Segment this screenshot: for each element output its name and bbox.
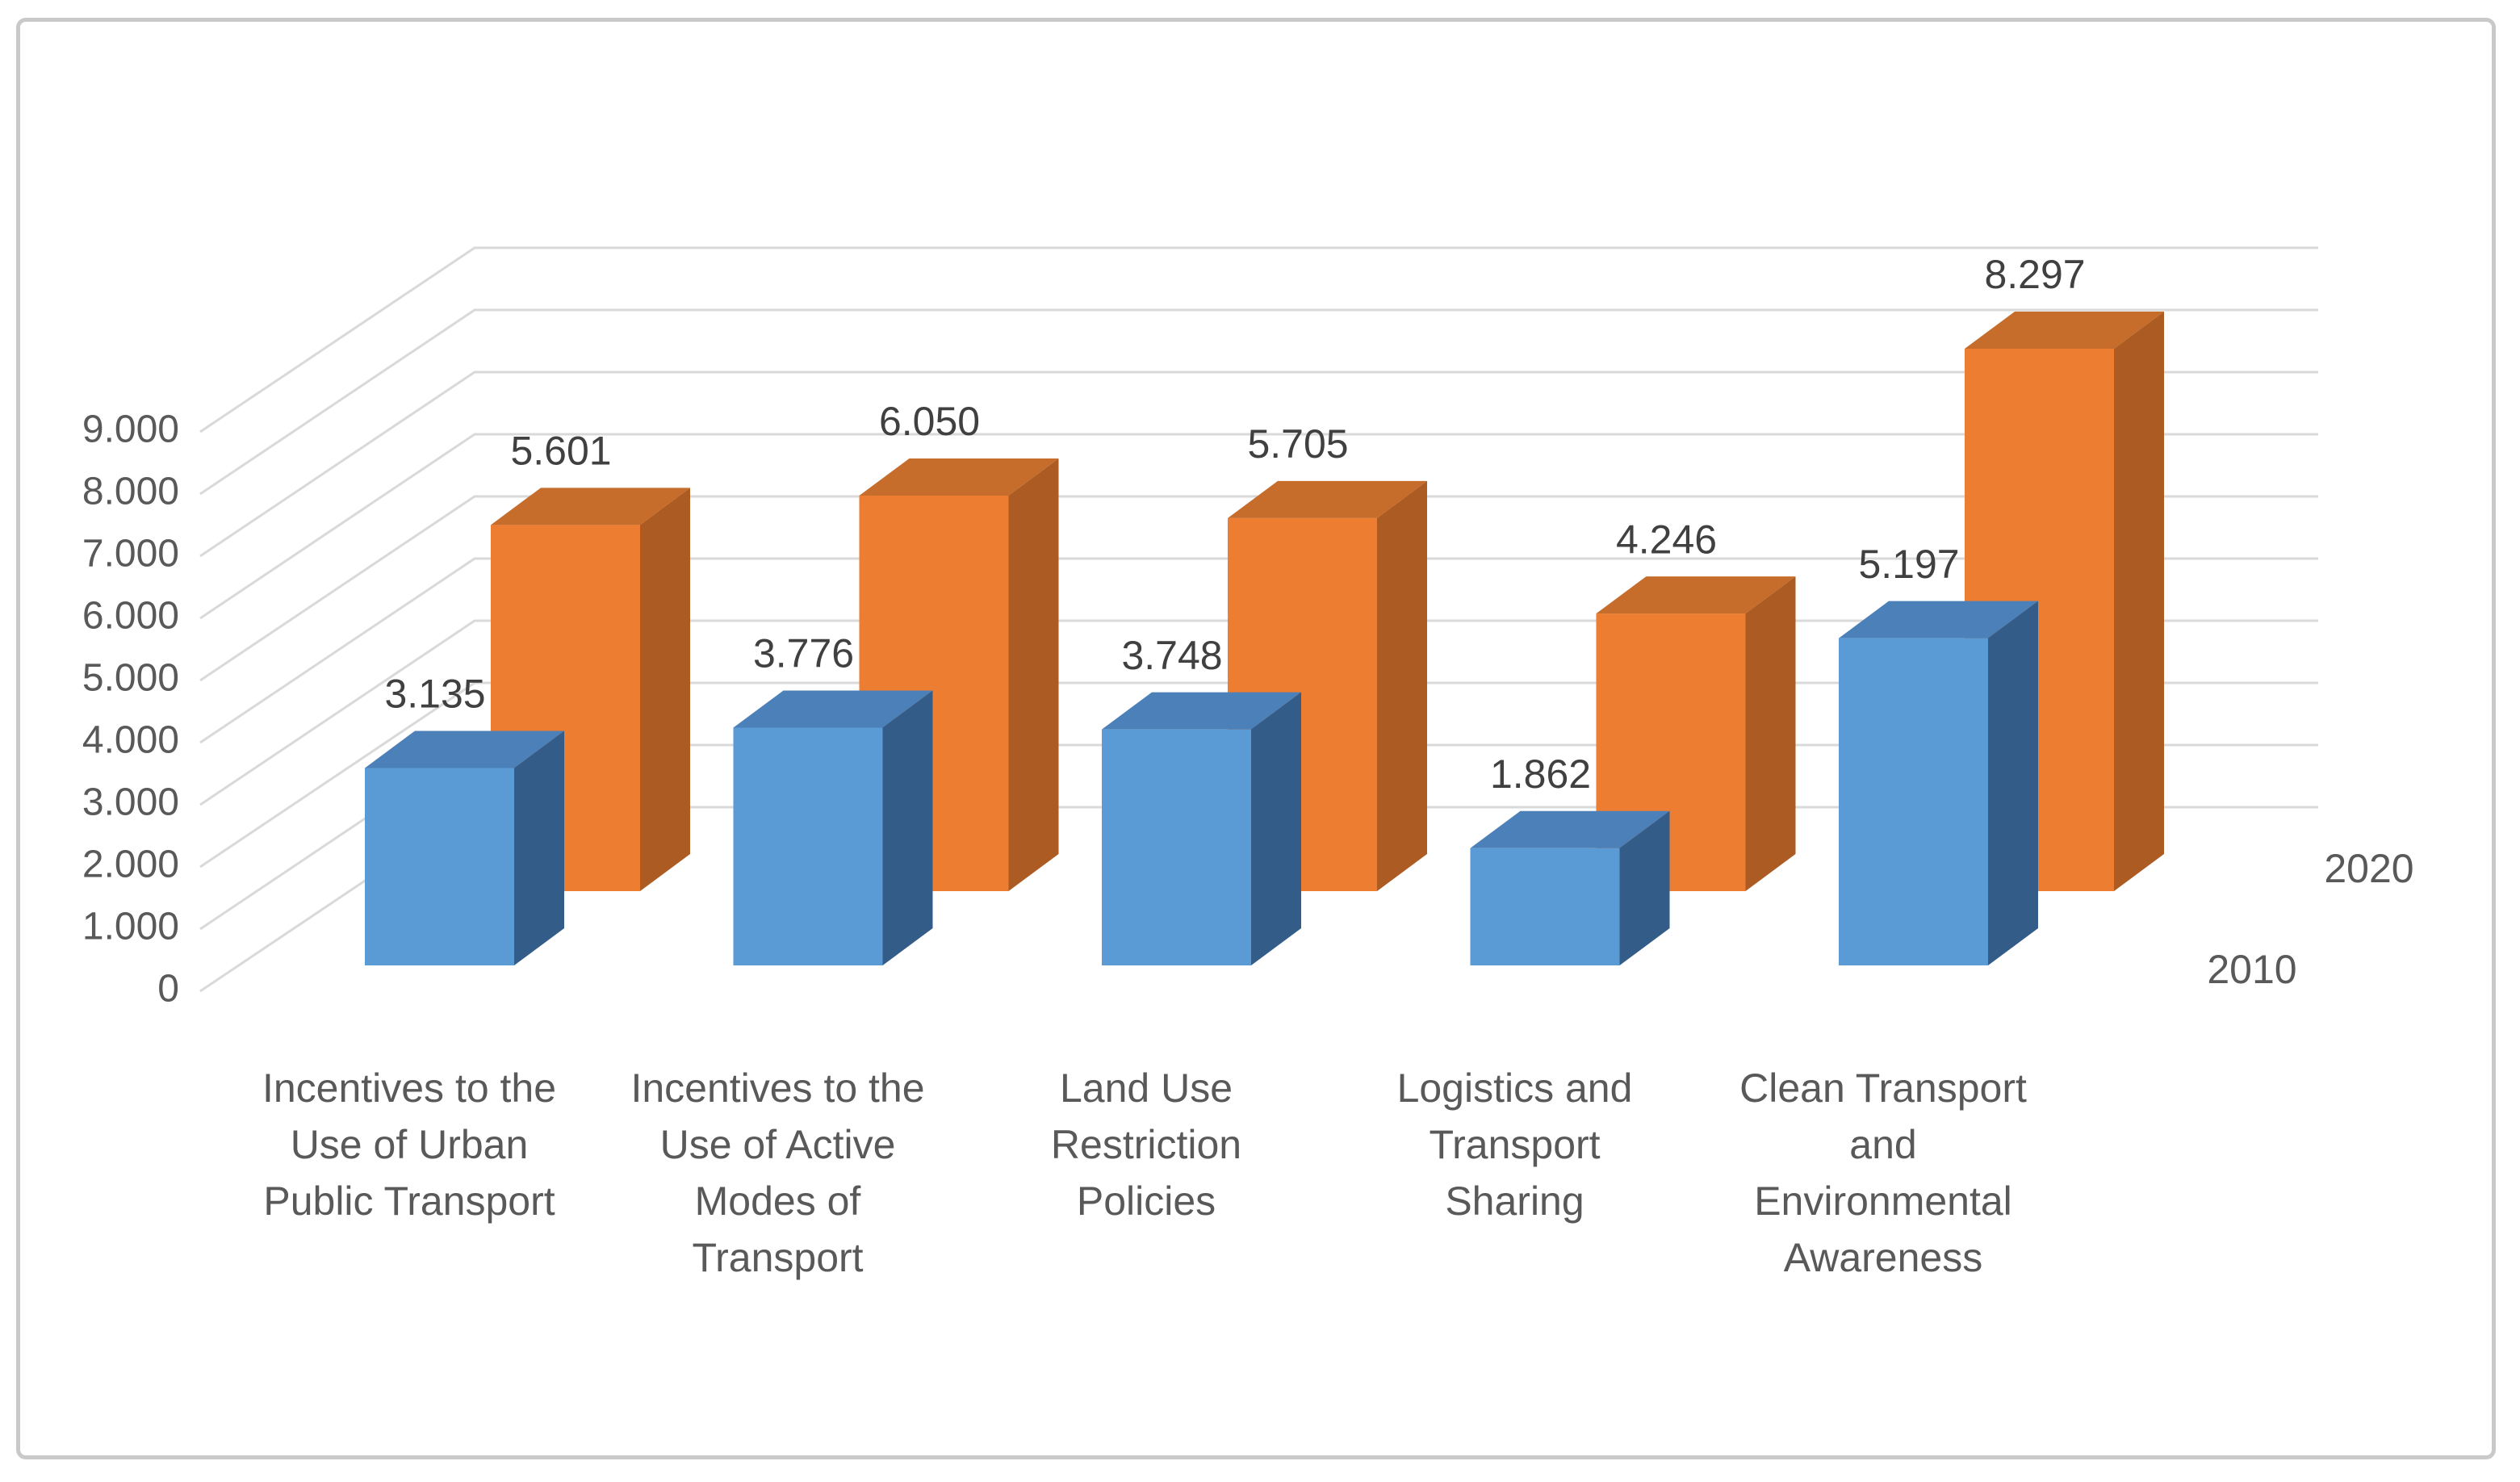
value-axis-tick-label: 0 xyxy=(157,968,179,1011)
bar-2010-3 xyxy=(1470,810,1670,965)
data-label-2010-3: 1.862 xyxy=(1490,751,1591,797)
bar-top-face xyxy=(733,690,933,728)
value-axis-tick-label: 8.000 xyxy=(82,471,179,513)
bar-2010-2 xyxy=(1102,692,1301,965)
category-label-2: Land Use Restriction Policies xyxy=(1051,1065,1241,1224)
bar-2020-3 xyxy=(1596,576,1796,891)
value-axis-tick-label: 6.000 xyxy=(82,595,179,638)
bar-side-face xyxy=(882,690,933,965)
value-axis-group: 0 1.000 2.000 3.000 4.000 5.000 6.000 7.000 8.00… xyxy=(82,408,179,1011)
bar-front-face xyxy=(1470,848,1620,965)
data-label-2020-0: 5.601 xyxy=(510,429,611,474)
bar-front-face xyxy=(1839,638,1988,965)
data-labels-group: 3.135 3.776 3.748 1.862 5.197 5.601 6.050 5.705… xyxy=(384,252,2085,797)
value-axis-tick-label: 5.000 xyxy=(82,657,179,700)
bar-2010-1 xyxy=(733,690,933,965)
bar-top-face xyxy=(1470,810,1670,848)
gridline xyxy=(199,246,2318,433)
category-label-line: Public Transport xyxy=(263,1178,555,1224)
category-label-line: Modes of xyxy=(695,1178,861,1224)
bar-front-face xyxy=(1102,729,1251,965)
data-label-2020-3: 4.246 xyxy=(1616,517,1717,562)
gridline xyxy=(199,495,2318,682)
bar-top-face xyxy=(1839,601,2038,638)
category-label-line: Logistics and xyxy=(1397,1065,1633,1111)
data-label-2020-4: 8.297 xyxy=(1984,252,2085,297)
category-label-line: Clean Transport xyxy=(1739,1065,2027,1111)
bar-side-face xyxy=(1251,692,1301,965)
bar-top-face xyxy=(365,731,564,768)
bar-top-face xyxy=(859,458,1059,496)
category-label-line: Use of Active xyxy=(660,1122,896,1167)
bar-2010-4 xyxy=(1839,601,2038,965)
bar-top-face xyxy=(1228,480,1427,518)
category-label-line: Awareness xyxy=(1784,1235,1982,1280)
bar-front-face xyxy=(733,727,883,965)
bar-side-face xyxy=(1619,810,1670,965)
value-axis-tick-label: 2.000 xyxy=(82,844,179,886)
value-axis-tick-label: 3.000 xyxy=(82,781,179,824)
bar-side-face xyxy=(1008,458,1059,891)
bar-side-face xyxy=(1988,601,2038,965)
category-label-line: Restriction xyxy=(1051,1122,1241,1167)
category-label-line: Land Use xyxy=(1060,1065,1233,1111)
gridline xyxy=(199,370,2318,558)
data-label-2020-2: 5.705 xyxy=(1247,421,1348,467)
bar-side-face xyxy=(1745,576,1796,891)
category-label-4: Clean Transport and Environmental Awareness xyxy=(1739,1065,2027,1280)
data-label-2020-1: 6.050 xyxy=(879,399,980,444)
category-label-1: Incentives to the Use of Active Modes of Tr… xyxy=(630,1065,924,1280)
category-label-line: and xyxy=(1849,1122,1916,1167)
value-axis-tick-label: 7.000 xyxy=(82,533,179,576)
bars-group xyxy=(365,311,2164,965)
category-label-0: Incentives to the Use of Urban Public Tran… xyxy=(262,1065,556,1224)
category-label-line: Transport xyxy=(692,1235,863,1280)
bar-front-face xyxy=(365,768,514,965)
category-label-line: Policies xyxy=(1077,1178,1216,1224)
category-label-3: Logistics and Transport Sharing xyxy=(1397,1065,1633,1224)
depth-axis-group: 2010 2020 xyxy=(2207,846,2413,992)
bar-side-face xyxy=(1377,480,1427,891)
value-axis-tick-label: 1.000 xyxy=(82,906,179,948)
value-axis-tick-label: 4.000 xyxy=(82,719,179,762)
category-label-line: Sharing xyxy=(1445,1178,1584,1224)
category-label-line: Incentives to the xyxy=(630,1065,924,1111)
category-axis-group: Incentives to the Use of Urban Public Tran… xyxy=(262,1065,2027,1280)
bar-top-face xyxy=(1102,692,1301,730)
depth-axis-label-2020: 2020 xyxy=(2324,846,2413,891)
bar-top-face xyxy=(491,488,690,525)
value-axis-tick-label: 9.000 xyxy=(82,408,179,451)
category-label-line: Incentives to the xyxy=(262,1065,556,1111)
gridline xyxy=(199,433,2318,620)
bar-top-face xyxy=(1596,576,1796,614)
category-label-line: Transport xyxy=(1429,1122,1600,1167)
gridline xyxy=(199,308,2318,496)
bar-side-face xyxy=(2114,311,2164,891)
bar-2010-0 xyxy=(365,731,564,965)
data-label-2010-0: 3.135 xyxy=(384,672,485,717)
bar-2020-0 xyxy=(491,488,690,891)
data-label-2010-1: 3.776 xyxy=(753,631,854,676)
category-label-line: Environmental xyxy=(1754,1178,2012,1224)
bar-side-face xyxy=(514,731,564,965)
data-label-2010-2: 3.748 xyxy=(1121,633,1222,678)
category-label-line: Use of Urban xyxy=(291,1122,529,1167)
depth-axis-label-2010: 2010 xyxy=(2207,947,2296,992)
bar-side-face xyxy=(640,488,690,891)
bar-top-face xyxy=(1965,311,2164,349)
series-2010 xyxy=(365,601,2038,965)
data-label-2010-4: 5.197 xyxy=(1858,542,1959,587)
gridline xyxy=(199,557,2318,744)
series-2020 xyxy=(491,311,2164,891)
